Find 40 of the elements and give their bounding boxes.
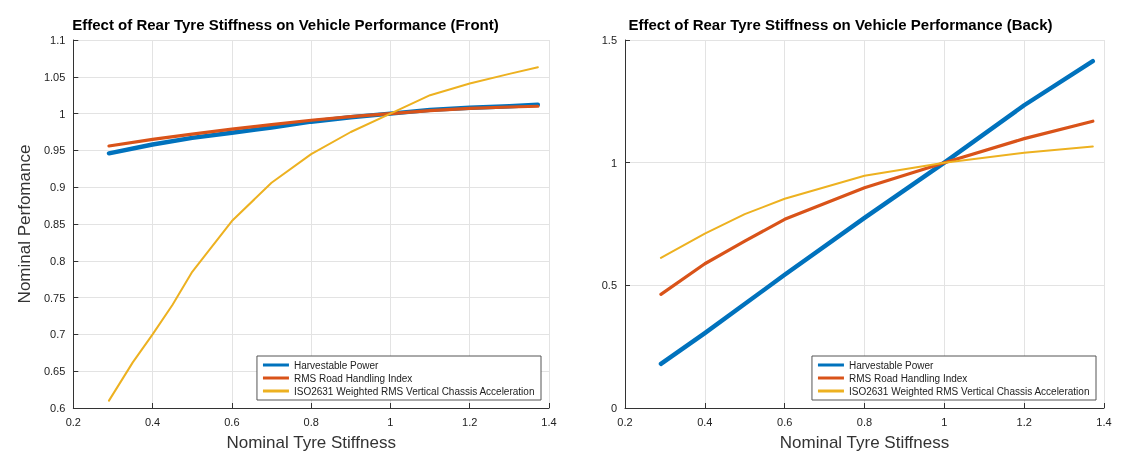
legend-label: ISO2631 Weighted RMS Vertical Chassis Acceleration: [293, 385, 535, 397]
y-tick-label: 0.6: [50, 402, 66, 414]
y-tick-label: 0.8: [50, 254, 66, 267]
chart-title: Effect of Rear Tyre Stiffness on Vehicle Performance (Front): [72, 16, 499, 33]
y-tick-label: 1.5: [601, 34, 617, 46]
x-tick-label: 1.4: [541, 415, 557, 428]
x-axis-title: Nominal Tyre Stiffness: [226, 433, 396, 452]
y-tick-label: 0.7: [50, 328, 66, 341]
y-tick-label: 0.95: [43, 144, 66, 157]
y-tick-label: 1: [610, 156, 617, 169]
legend-label: RMS Road Handling Index: [848, 372, 968, 384]
legend-label: ISO2631 Weighted RMS Vertical Chassis Acceleration: [848, 385, 1090, 397]
y-tick-label: 0.75: [43, 291, 66, 304]
y-tick-label: 0: [610, 402, 617, 414]
legend-label: RMS Road Handling Index: [293, 372, 413, 384]
x-tick-label: 0.8: [856, 415, 873, 428]
y-tick-label: 0.5: [601, 279, 617, 292]
x-tick-label: 0.2: [617, 415, 633, 428]
x-tick-label: 1: [941, 415, 948, 428]
x-tick-label: 0.6: [224, 415, 240, 428]
legend-label: Harvestable Power: [848, 359, 935, 371]
y-tick-label: 0.85: [43, 218, 66, 230]
legend-label: Harvestable Power: [293, 359, 380, 371]
x-tick-label: 0.4: [697, 415, 713, 428]
y-axis-title: Nominal Perfomance: [15, 144, 34, 304]
x-tick-label: 1.4: [1096, 415, 1112, 428]
y-tick-label: 0.9: [50, 181, 66, 194]
y-tick-label: 1: [59, 107, 66, 120]
x-axis-title: Nominal Tyre Stiffness: [779, 433, 950, 452]
y-tick-label: 0.65: [43, 365, 66, 378]
y-tick-label: 1.1: [50, 34, 66, 46]
x-tick-label: 0.8: [303, 415, 319, 428]
x-tick-label: 1.2: [1016, 415, 1032, 428]
x-tick-label: 0.2: [65, 415, 81, 428]
chart-title: Effect of Rear Tyre Stiffness on Vehicle Performance (Back): [628, 16, 1053, 33]
x-tick-label: 1.2: [462, 415, 478, 428]
x-tick-label: 0.6: [777, 415, 793, 428]
x-tick-label: 0.4: [144, 415, 161, 428]
x-tick-label: 1: [387, 415, 394, 428]
y-tick-label: 1.05: [43, 70, 66, 83]
